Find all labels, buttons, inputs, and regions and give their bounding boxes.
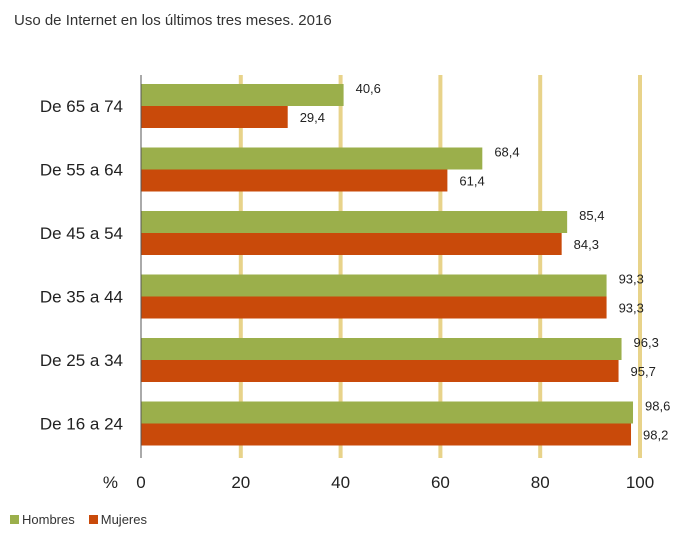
data-label-mujeres-1: 61,4	[459, 174, 484, 189]
data-label-hombres-5: 98,6	[645, 399, 670, 414]
legend-label-hombres: Hombres	[22, 512, 75, 527]
data-label-hombres-1: 68,4	[494, 145, 519, 160]
category-label-1: De 55 a 64	[40, 161, 123, 180]
data-label-mujeres-3: 93,3	[619, 301, 644, 316]
bar-mujeres-5	[141, 423, 632, 446]
chart-title: Uso de Internet en los últimos tres mese…	[14, 12, 332, 29]
bar-hombres-5	[141, 401, 634, 424]
legend-label-mujeres: Mujeres	[100, 512, 147, 527]
legend-swatch-mujeres	[88, 515, 98, 524]
legend-item-mujeres: Mujeres	[88, 512, 147, 527]
category-label-0: De 65 a 74	[40, 97, 123, 116]
bar-hombres-2	[141, 211, 568, 233]
unit-label: %	[103, 473, 118, 492]
x-tick-label-40: 40	[331, 473, 350, 492]
data-label-mujeres-4: 95,7	[631, 364, 656, 379]
bar-hombres-0	[141, 84, 344, 106]
data-label-mujeres-5: 98,2	[643, 428, 668, 443]
x-tick-label-100: 100	[626, 473, 654, 492]
bar-hombres-3	[141, 274, 607, 297]
legend: Hombres Mujeres	[10, 512, 147, 527]
bar-mujeres-2	[141, 233, 562, 255]
bar-mujeres-0	[141, 106, 288, 128]
category-label-2: De 45 a 54	[40, 224, 123, 243]
x-tick-label-0: 0	[136, 473, 145, 492]
data-label-hombres-0: 40,6	[356, 81, 381, 96]
legend-swatch-hombres	[10, 515, 19, 524]
data-label-hombres-3: 93,3	[619, 272, 644, 287]
category-label-4: De 25 a 34	[40, 351, 123, 370]
bar-mujeres-3	[141, 296, 607, 319]
bar-hombres-1	[141, 147, 483, 170]
bar-hombres-4	[141, 338, 622, 360]
x-tick-label-80: 80	[531, 473, 550, 492]
x-tick-label-60: 60	[431, 473, 450, 492]
category-label-5: De 16 a 24	[40, 415, 123, 434]
data-label-hombres-4: 96,3	[634, 335, 659, 350]
data-label-hombres-2: 85,4	[579, 208, 604, 223]
x-tick-label-20: 20	[231, 473, 250, 492]
legend-item-hombres: Hombres	[10, 512, 75, 527]
bar-mujeres-4	[141, 360, 619, 382]
data-label-mujeres-2: 84,3	[574, 237, 599, 252]
bar-mujeres-1	[141, 169, 448, 192]
data-label-mujeres-0: 29,4	[300, 110, 325, 125]
category-label-3: De 35 a 44	[40, 288, 123, 307]
